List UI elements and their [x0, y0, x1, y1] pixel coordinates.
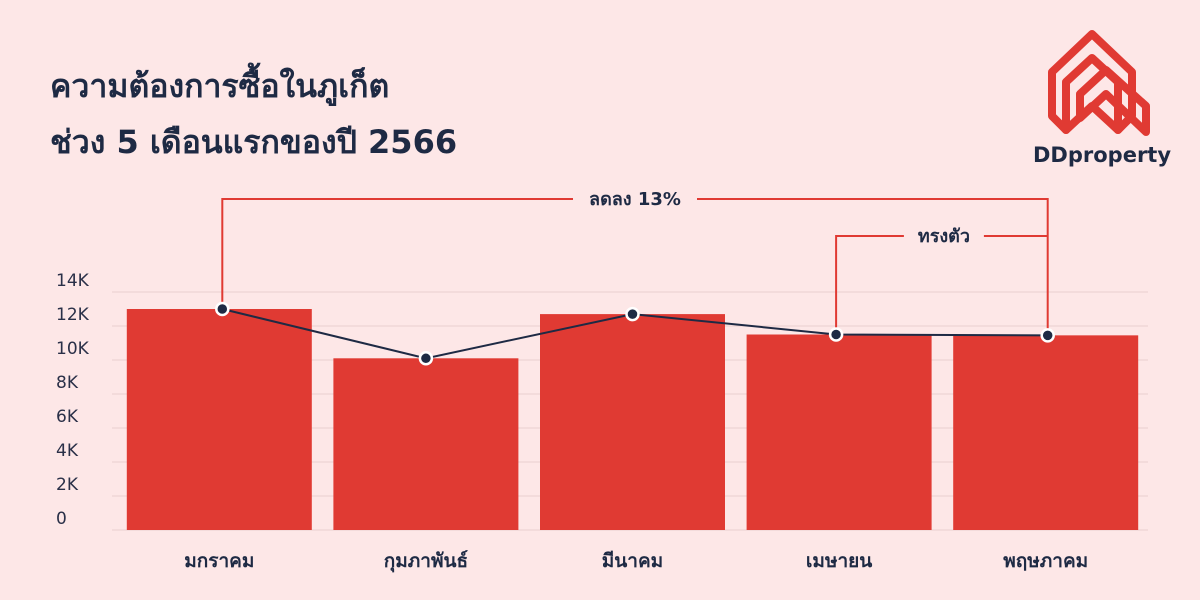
y-tick-label: 0 — [56, 509, 67, 529]
bar — [126, 309, 312, 530]
bar — [333, 358, 519, 530]
brand-name: DDproperty — [1033, 143, 1172, 167]
y-tick-label: 2K — [56, 475, 79, 495]
annotation-label: ทรงตัว — [918, 226, 970, 247]
annotation-bracket — [697, 198, 1049, 336]
title-line-2: ช่วง 5 เดือนแรกของปี 2566 — [50, 123, 458, 161]
x-category-label: เมษายน — [806, 550, 872, 572]
line-point — [828, 327, 844, 342]
title-line-1: ความต้องการซื้อในภูเก็ต — [50, 67, 390, 105]
line-point — [625, 306, 640, 322]
bar — [953, 335, 1139, 530]
x-category-label: กุมภาพันธ์ — [384, 550, 468, 573]
y-tick-label: 4K — [56, 441, 79, 461]
line-point — [215, 301, 230, 317]
x-category-label: มีนาคม — [602, 550, 663, 572]
y-tick-label: 12K — [56, 305, 90, 325]
bar — [746, 334, 932, 530]
y-tick-label: 10K — [56, 339, 90, 359]
annotation-label: ลดลง 13% — [589, 189, 681, 210]
chart-title: ความต้องการซื้อในภูเก็ต ช่วง 5 เดือนแรกข… — [50, 58, 457, 170]
x-category-label: มกราคม — [184, 550, 254, 572]
y-tick-label: 8K — [56, 373, 79, 393]
bar — [540, 314, 725, 530]
y-tick-label: 6K — [56, 407, 79, 427]
line-point — [418, 351, 434, 366]
line-point — [1040, 328, 1055, 343]
y-tick-label: 14K — [56, 271, 90, 291]
annotation-bracket — [835, 235, 904, 335]
annotation-bracket — [221, 198, 573, 309]
ddproperty-house-icon — [1048, 30, 1150, 136]
x-category-label: พฤษภาคม — [1003, 550, 1088, 572]
